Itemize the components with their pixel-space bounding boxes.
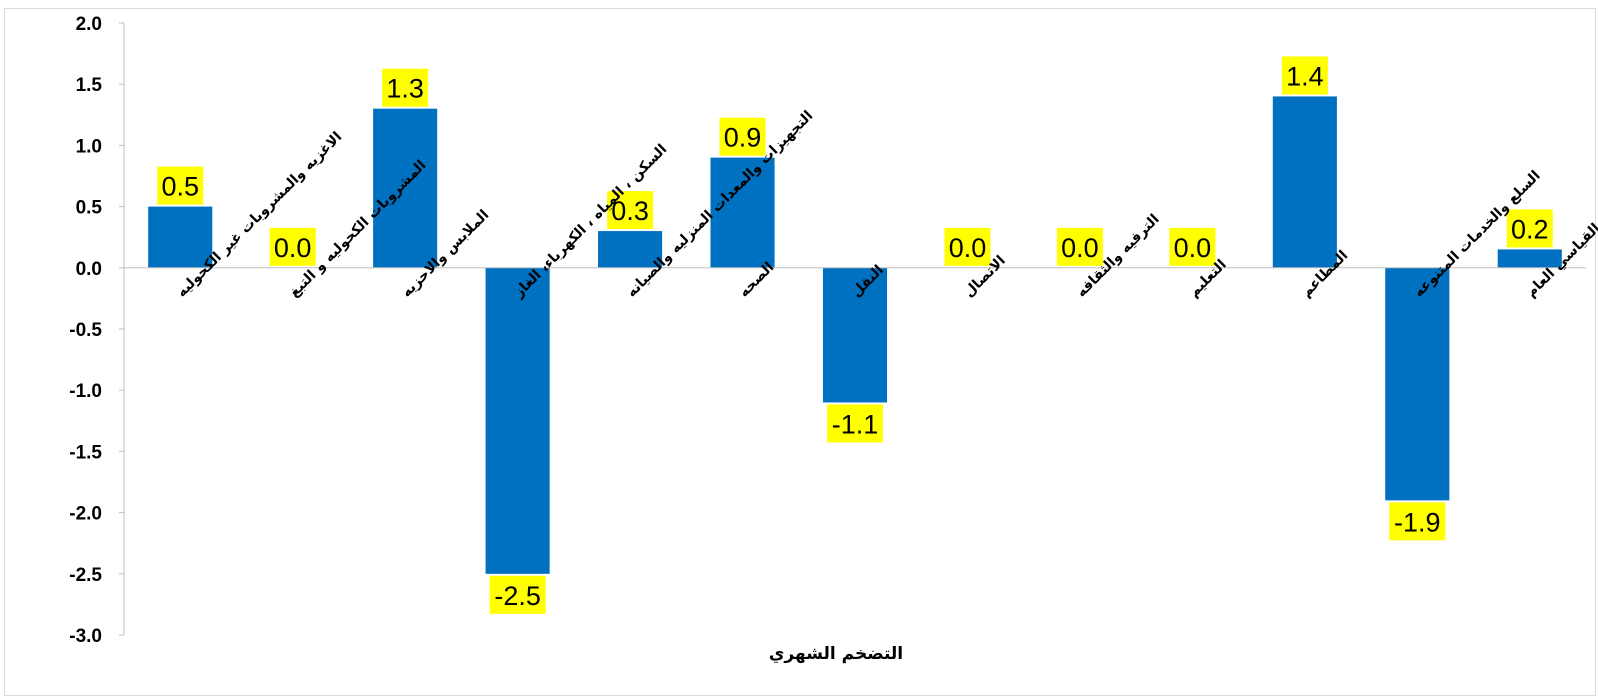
data-label-box <box>269 227 316 266</box>
bar <box>822 267 888 403</box>
data-label-text: 0.2 <box>1511 214 1549 244</box>
y-tick-label: 2.0 <box>76 14 102 35</box>
y-tick-label: 1.5 <box>76 75 103 96</box>
data-label-text: -1.1 <box>832 409 879 439</box>
bar <box>598 231 663 268</box>
data-label-box <box>382 68 429 107</box>
data-label: 0.9 <box>719 117 766 156</box>
data-label: 0.0 <box>1169 227 1216 266</box>
data-label-box <box>607 191 654 230</box>
y-tick-label: -0.5 <box>69 320 102 341</box>
data-label: -2.5 <box>489 575 546 614</box>
data-label-text: 0.0 <box>949 233 987 263</box>
y-axis: 2.0 1.5 1.0 0.5 0.0 -0.5 -1.0 -1.5 -2.0 -2.5 -3.0 <box>69 14 125 647</box>
data-label-text: 0.3 <box>611 196 649 226</box>
data-label-text: -2.5 <box>494 581 541 611</box>
bar <box>1497 249 1562 268</box>
data-label: 1.3 <box>382 68 429 107</box>
data-label-text: 0.0 <box>1174 233 1212 263</box>
bar <box>1272 96 1337 268</box>
data-label-text: 1.3 <box>386 74 424 104</box>
bars <box>148 96 1562 574</box>
data-label: 1.4 <box>1281 56 1328 95</box>
data-label: 0.2 <box>1506 209 1553 248</box>
bar <box>1385 267 1450 501</box>
data-label-box <box>157 166 204 205</box>
bar <box>148 206 213 268</box>
data-label-box <box>944 227 991 266</box>
bar <box>710 157 775 268</box>
data-label-text: 0.0 <box>274 233 312 263</box>
y-tick-label: 0.0 <box>76 259 102 280</box>
data-label-text: 0.0 <box>1061 233 1099 263</box>
y-tick-label: -1.0 <box>69 381 102 402</box>
data-label: -1.9 <box>1389 502 1446 541</box>
data-label-box <box>1389 502 1446 541</box>
data-label: 0.5 <box>157 166 204 205</box>
data-labels: 0.5 0.0 1.3 -2.5 0.3 0.9 -1.1 0.0 0.0 0.0 1.4 -1.9 0… <box>157 56 1553 614</box>
data-label-text: 1.4 <box>1286 61 1324 91</box>
data-label-box <box>1169 227 1216 266</box>
y-tick-label: -2.5 <box>69 565 102 586</box>
y-tick-label: -3.0 <box>69 626 102 647</box>
bar <box>373 108 438 268</box>
data-label-box <box>827 404 883 443</box>
data-label: -1.1 <box>827 404 883 443</box>
x-axis-title: التضخم الشهري <box>769 644 903 664</box>
data-label-box <box>1281 56 1328 95</box>
bar <box>485 267 550 574</box>
data-label-text: 0.5 <box>161 172 199 202</box>
data-label-text: -1.9 <box>1394 507 1441 537</box>
data-label-box <box>719 117 766 156</box>
y-tick-label: 1.0 <box>76 136 102 157</box>
data-label: 0.3 <box>607 191 654 230</box>
data-label-text: 0.9 <box>724 123 762 153</box>
data-label: 0.0 <box>1056 227 1103 266</box>
data-label: 0.0 <box>944 227 991 266</box>
data-label-box <box>1506 209 1553 248</box>
data-label-box <box>1056 227 1103 266</box>
y-tick-label: -1.5 <box>69 442 102 463</box>
data-label: 0.0 <box>269 227 316 266</box>
data-label-box <box>489 575 546 614</box>
y-tick-label: -2.0 <box>69 504 102 525</box>
y-tick-label: 0.5 <box>76 198 103 219</box>
